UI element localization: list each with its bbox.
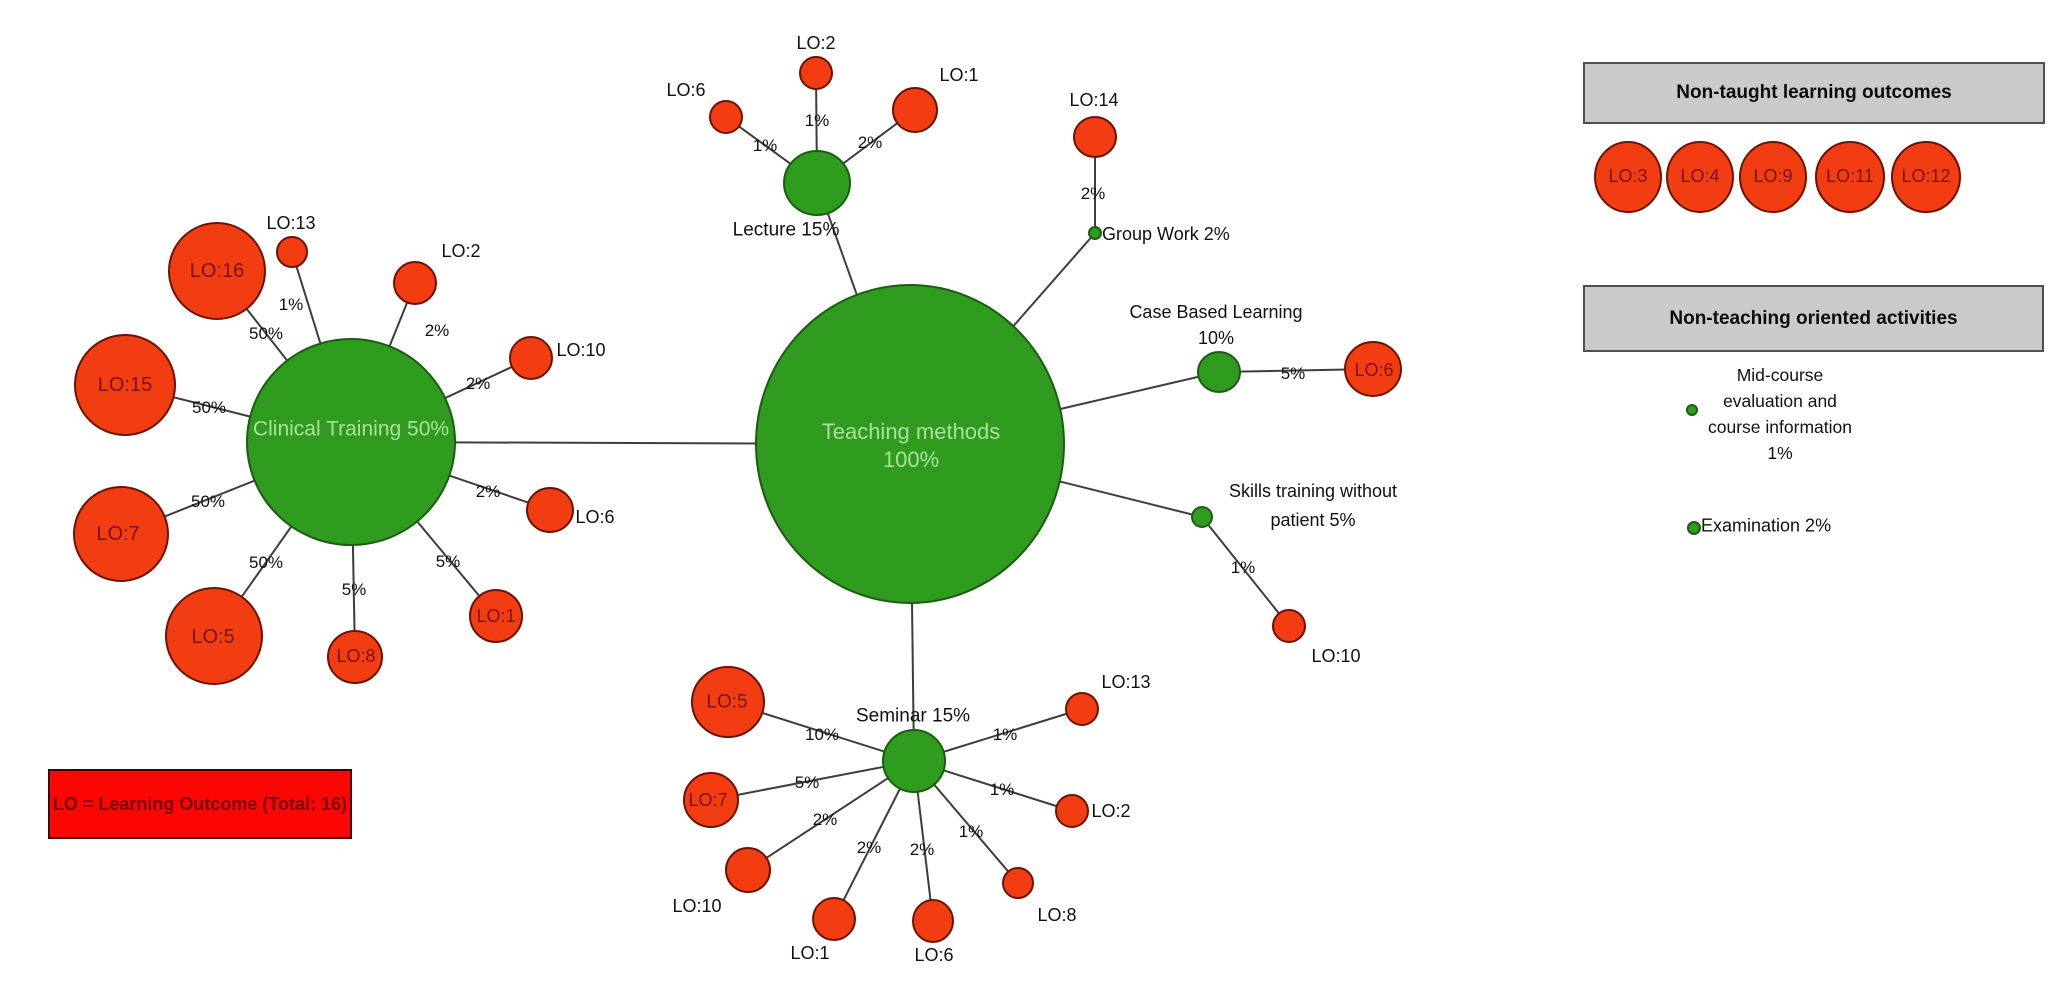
node-lec-lo1 xyxy=(892,87,938,133)
node-nt-lo4 xyxy=(1666,141,1734,213)
examination-label: Examination 2% xyxy=(1701,515,1832,536)
node-sem-lo10 xyxy=(725,847,771,893)
node-lec-lo6 xyxy=(709,100,743,134)
node-seminar xyxy=(882,729,946,793)
node-sem-lo1 xyxy=(812,897,856,941)
edge-seminar--sem-lo7 xyxy=(710,760,915,801)
node-ct-lo15 xyxy=(74,334,176,436)
node-sem-lo5 xyxy=(691,666,765,738)
node-nt-lo9 xyxy=(1739,141,1807,213)
node-nt-lo12 xyxy=(1891,141,1961,213)
node-nt-lo3 xyxy=(1594,141,1662,213)
node-skills-training xyxy=(1191,506,1213,528)
node-ct-lo5 xyxy=(165,587,263,685)
non-teaching-activities-box: Non-teaching oriented activities xyxy=(1583,285,2044,352)
node-ct-lo6 xyxy=(526,487,574,533)
non-taught-outcomes-box: Non-taught learning outcomes xyxy=(1583,62,2045,124)
node-sk-lo10 xyxy=(1272,609,1306,643)
edge-seminar--sem-lo10 xyxy=(747,760,915,871)
node-lecture xyxy=(783,150,851,216)
node-ct-lo7 xyxy=(73,486,169,582)
mid-course-evaluation-label: Mid-course evaluation and course informa… xyxy=(1708,365,1852,463)
node-mid-course-dot xyxy=(1686,404,1698,416)
non-taught-outcomes-title: Non-taught learning outcomes xyxy=(1676,82,1952,103)
node-clinical-training xyxy=(246,338,456,546)
node-sem-lo2 xyxy=(1055,794,1089,828)
legend-box: LO = Learning Outcome (Total: 16) xyxy=(48,769,352,839)
node-sem-lo13 xyxy=(1065,692,1099,726)
node-examination-dot xyxy=(1687,521,1701,535)
node-teaching-methods xyxy=(755,284,1065,604)
node-sem-lo7 xyxy=(683,772,739,828)
node-ct-lo8 xyxy=(327,630,383,684)
node-gw-lo14 xyxy=(1073,116,1117,158)
node-ct-lo16 xyxy=(168,222,266,320)
node-group-work xyxy=(1088,226,1102,240)
edge-skills-training--sk-lo10 xyxy=(1201,516,1290,627)
node-sem-lo6 xyxy=(912,899,954,943)
node-ct-lo1 xyxy=(469,589,523,643)
node-ct-lo13 xyxy=(276,236,308,268)
node-nt-lo11 xyxy=(1815,141,1885,213)
node-ct-lo2 xyxy=(393,261,437,305)
node-lec-lo2 xyxy=(799,56,833,90)
node-ct-lo10 xyxy=(509,336,553,380)
node-case-based-learning xyxy=(1197,351,1241,393)
node-cbl-lo6 xyxy=(1344,341,1402,397)
node-sem-lo8 xyxy=(1002,867,1034,899)
non-teaching-activities-title: Non-teaching oriented activities xyxy=(1669,307,1958,329)
legend-label: LO = Learning Outcome (Total: 16) xyxy=(52,793,348,814)
